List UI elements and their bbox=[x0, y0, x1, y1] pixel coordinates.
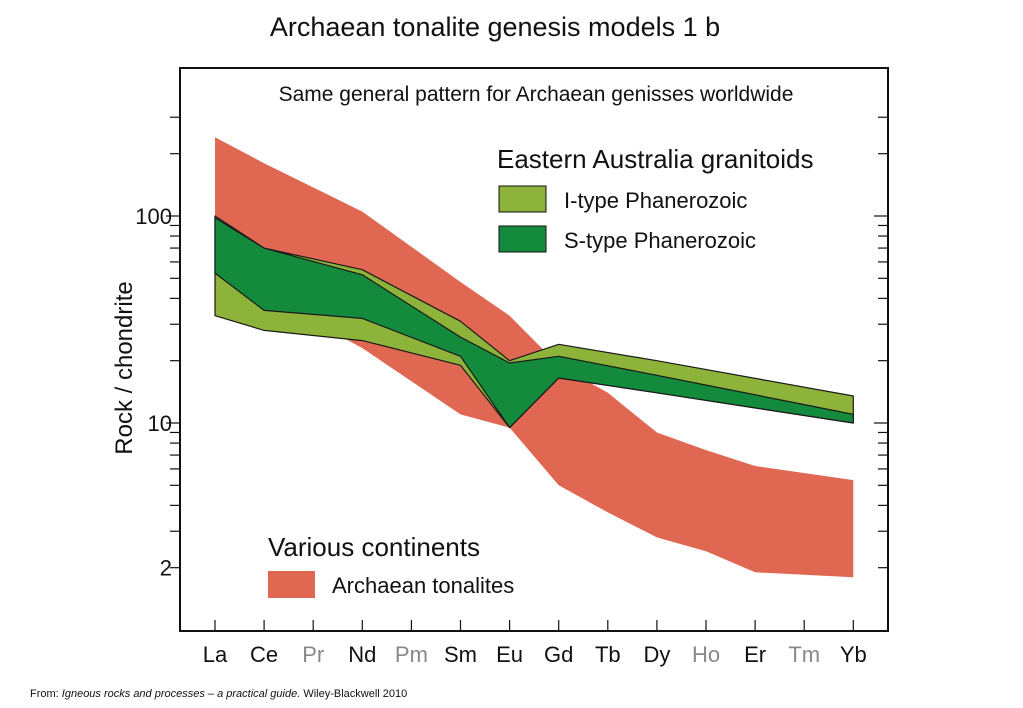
legend-various-continents: Various continents Archaean tonalites bbox=[268, 532, 514, 598]
x-tick-label-tm: Tm bbox=[788, 642, 820, 667]
x-tick-label-ce: Ce bbox=[250, 642, 278, 667]
y-tick-label-10: 10 bbox=[148, 411, 172, 436]
y-tick-label-2: 2 bbox=[160, 556, 172, 581]
x-tick-label-la: La bbox=[203, 642, 228, 667]
x-tick-label-pm: Pm bbox=[395, 642, 428, 667]
x-tick-label-ho: Ho bbox=[692, 642, 720, 667]
x-tick-label-yb: Yb bbox=[840, 642, 867, 667]
legend-swatch-i-type bbox=[498, 185, 547, 213]
x-tick-label-pr: Pr bbox=[302, 642, 324, 667]
slide-title: Archaean tonalite genesis models 1 b bbox=[269, 12, 721, 42]
x-tick-label-nd: Nd bbox=[348, 642, 376, 667]
x-tick-label-tb: Tb bbox=[595, 642, 621, 667]
legend-label-i-type: I-type Phanerozoic bbox=[564, 188, 747, 213]
y-tick-labels: 100 10 2 bbox=[135, 204, 172, 581]
band-s-type-phanerozoic bbox=[214, 217, 854, 429]
x-tick-label-sm: Sm bbox=[444, 642, 477, 667]
source-citation: From: Igneous rocks and processes – a pr… bbox=[30, 688, 407, 700]
chart-subtitle: Same general pattern for Archaean geniss… bbox=[279, 83, 794, 106]
y-axis-label: Rock / chondrite bbox=[111, 281, 138, 454]
bands-layer bbox=[214, 137, 854, 578]
x-tick-label-er: Er bbox=[744, 642, 766, 667]
legend-heading-eastern-australia: Eastern Australia granitoids bbox=[497, 144, 814, 174]
legend-swatch-archaean-tonalites bbox=[268, 571, 315, 598]
legend-label-archaean-tonalites: Archaean tonalites bbox=[332, 573, 514, 598]
ticks-layer bbox=[166, 116, 888, 631]
source-title: Igneous rocks and processes – a practica… bbox=[61, 688, 301, 700]
legend-eastern-australia: Eastern Australia granitoids I-type Phan… bbox=[497, 144, 814, 253]
x-tick-label-gd: Gd bbox=[544, 642, 573, 667]
legend-heading-various-continents: Various continents bbox=[268, 532, 480, 562]
plot-frame bbox=[179, 67, 889, 632]
source-suffix: Wiley-Blackwell 2010 bbox=[300, 688, 408, 700]
x-tick-label-eu: Eu bbox=[496, 642, 523, 667]
legend-swatch-s-type bbox=[498, 225, 547, 253]
x-tick-labels: La Ce Pr Nd Pm Sm Eu Gd Tb Dy Ho Er Tm Yb bbox=[203, 642, 867, 667]
source-prefix: From: bbox=[30, 688, 62, 700]
y-tick-label-100: 100 bbox=[135, 204, 172, 229]
x-tick-label-dy: Dy bbox=[643, 642, 670, 667]
legend-label-s-type: S-type Phanerozoic bbox=[564, 228, 756, 253]
